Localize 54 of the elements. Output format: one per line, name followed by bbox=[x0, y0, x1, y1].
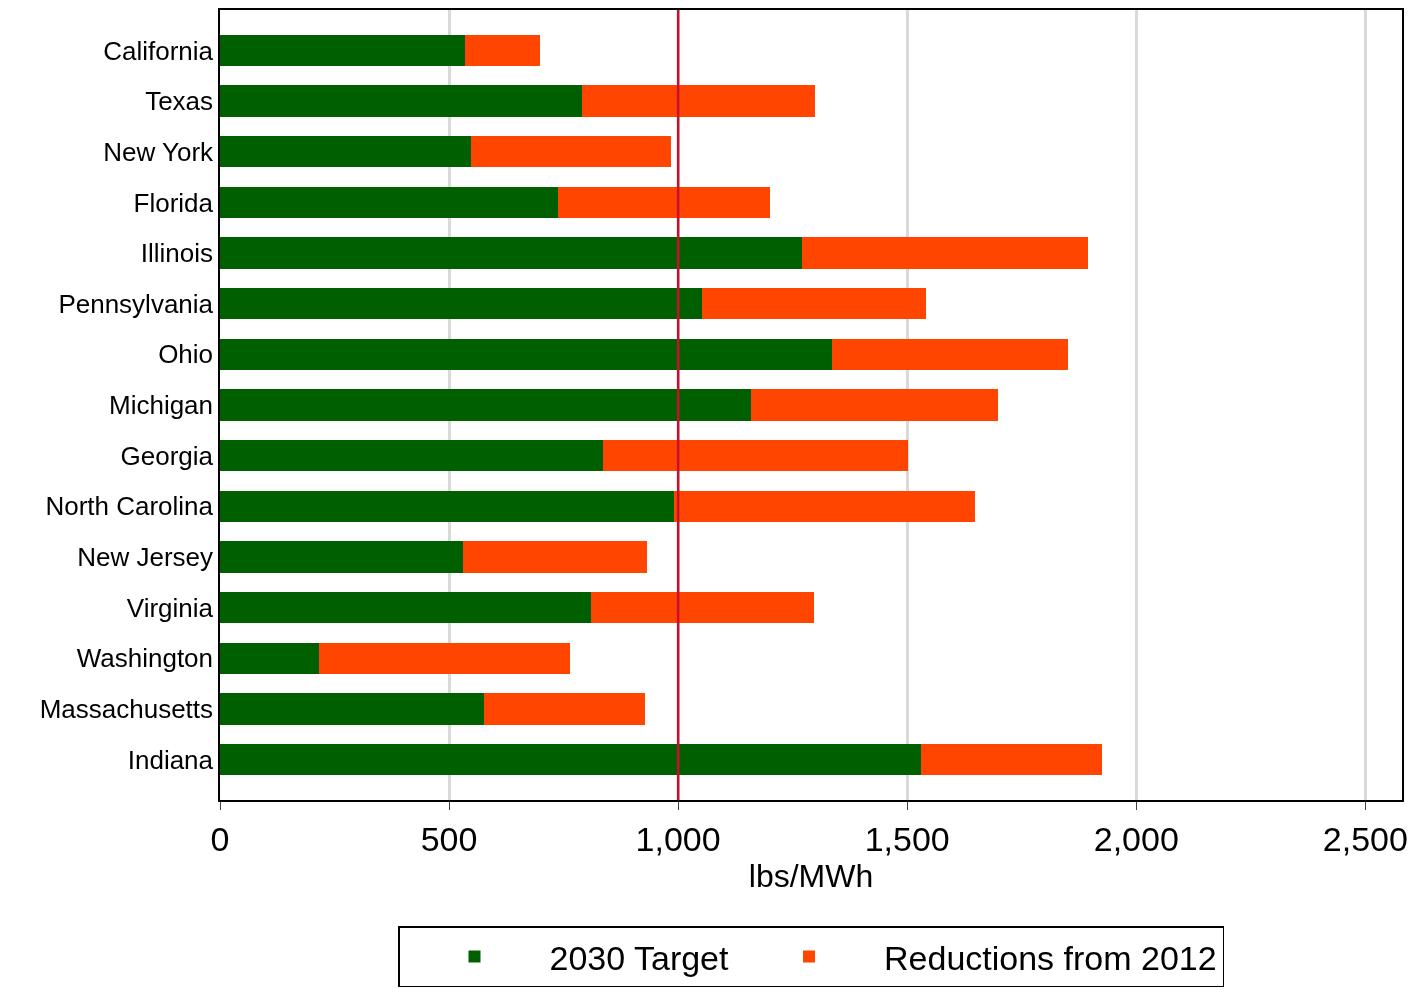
y-tick-label: Washington bbox=[76, 643, 214, 674]
x-tick-label: 1,000 bbox=[635, 819, 721, 858]
bar bbox=[750, 389, 998, 421]
legend-label: Reductions from 2012 bbox=[884, 938, 1217, 977]
bar bbox=[220, 237, 803, 269]
y-tick-label: North Carolina bbox=[45, 491, 214, 522]
x-tick-label: 2,000 bbox=[1093, 819, 1179, 858]
bar bbox=[220, 541, 463, 573]
y-tick-label: Texas bbox=[145, 86, 214, 117]
bar bbox=[701, 288, 927, 320]
y-tick-label: Ohio bbox=[158, 339, 214, 370]
bar bbox=[832, 338, 1069, 371]
bar bbox=[220, 136, 472, 168]
bar bbox=[220, 591, 592, 624]
y-tick-label: California bbox=[103, 35, 214, 66]
bar bbox=[220, 642, 319, 674]
bar bbox=[462, 541, 648, 573]
x-tick-label: 1,500 bbox=[864, 819, 950, 858]
x-tick-label: 2,500 bbox=[1322, 819, 1408, 858]
bar bbox=[220, 743, 921, 776]
y-tick-label: Georgia bbox=[120, 440, 214, 471]
bar bbox=[464, 34, 541, 67]
y-tick-label: New Jersey bbox=[77, 542, 214, 573]
legend-label: 2030 Target bbox=[549, 938, 730, 977]
bar bbox=[920, 743, 1103, 776]
bar bbox=[471, 136, 671, 168]
x-tick-label: 500 bbox=[420, 819, 478, 858]
x-tick-label: 0 bbox=[210, 819, 230, 858]
bar bbox=[220, 490, 675, 522]
y-tick-label: Indiana bbox=[127, 744, 214, 775]
bar bbox=[591, 591, 815, 624]
y-tick-label: New York bbox=[103, 136, 215, 167]
y-tick-label: Massachusetts bbox=[39, 693, 214, 724]
y-tick-label: Illinois bbox=[140, 238, 214, 269]
bar bbox=[582, 85, 816, 117]
bar bbox=[318, 642, 571, 674]
bar bbox=[220, 85, 583, 117]
bar bbox=[220, 693, 484, 725]
bar bbox=[220, 389, 751, 421]
bar bbox=[602, 439, 908, 472]
bar bbox=[220, 186, 559, 219]
bar bbox=[220, 288, 702, 320]
x-axis-title: lbs/MWh bbox=[748, 857, 874, 894]
bar bbox=[802, 237, 1089, 269]
y-tick-label: Florida bbox=[133, 187, 214, 218]
bar bbox=[558, 186, 770, 219]
y-tick-label: Michigan bbox=[108, 390, 214, 421]
bar bbox=[674, 490, 975, 522]
bar bbox=[220, 34, 465, 67]
bar bbox=[220, 338, 833, 371]
y-tick-label: Virginia bbox=[126, 592, 214, 623]
y-tick-label: Pennsylvania bbox=[58, 288, 214, 319]
bar bbox=[220, 439, 603, 472]
bar bbox=[483, 693, 645, 725]
